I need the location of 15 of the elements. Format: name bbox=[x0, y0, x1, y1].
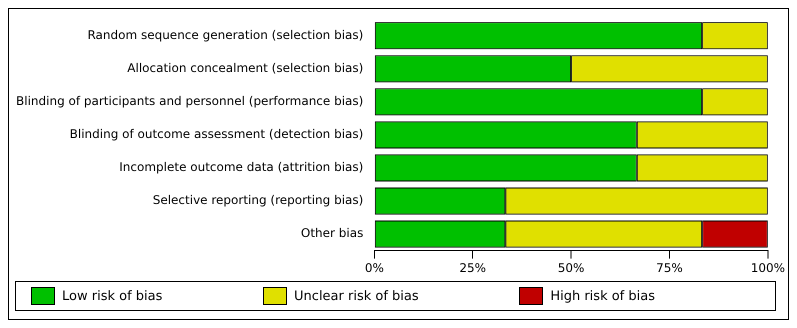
x-tick-label: 0% bbox=[364, 260, 384, 275]
y-tick-label: Allocation concealment (selection bias) bbox=[127, 60, 364, 75]
x-tick-label: 100% bbox=[750, 260, 786, 275]
x-tick-label: 25% bbox=[459, 260, 486, 275]
legend-label: Low risk of bias bbox=[62, 288, 162, 304]
y-tick-label: Other bias bbox=[300, 226, 364, 240]
y-tick-label: Blinding of outcome assessment (detection bias) bbox=[70, 127, 364, 142]
y-tick-label: Random sequence generation (selection bias) bbox=[87, 28, 364, 42]
legend-label: High risk of bias bbox=[550, 288, 655, 304]
legend-label: Unclear risk of bias bbox=[294, 288, 419, 304]
y-tick-label: Selective reporting (reporting bias) bbox=[152, 193, 364, 208]
y-tick-label: Incomplete outcome data (attrition bias) bbox=[119, 160, 364, 174]
x-tick-label: 50% bbox=[558, 260, 584, 275]
x-tick-label: 75% bbox=[656, 260, 683, 275]
y-tick-label: Blinding of participants and personnel (performance bias) bbox=[16, 94, 364, 108]
